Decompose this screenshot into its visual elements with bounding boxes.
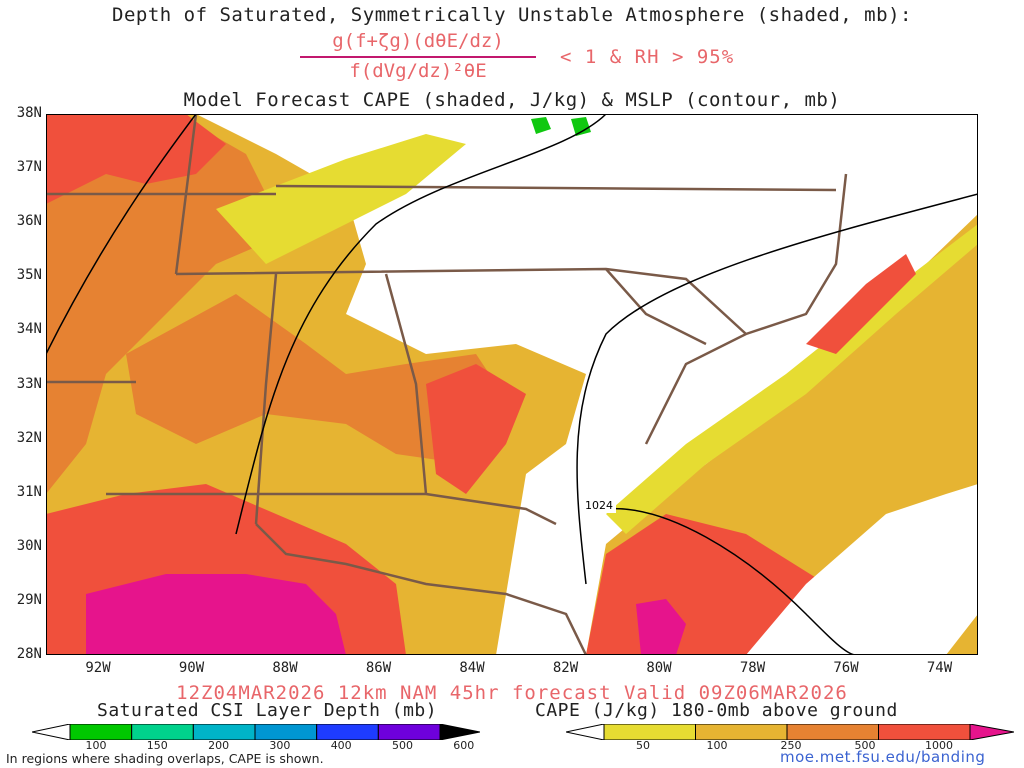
lon-label: 90W xyxy=(178,660,205,676)
colorbar-cell xyxy=(316,724,379,740)
forecast-map: 1024 xyxy=(46,114,978,655)
cape-shading-50-bands xyxy=(216,134,466,264)
formula-condition: < 1 & RH > 95% xyxy=(560,46,735,68)
colorbar-tick-label: 300 xyxy=(269,739,291,752)
lon-label: 88W xyxy=(272,660,298,676)
fraction-bar xyxy=(300,56,536,58)
colorbar-tick-label: 50 xyxy=(636,739,650,752)
lat-label: 30N xyxy=(16,537,42,554)
formula-denominator: f(dVg/dz)²θE xyxy=(349,60,487,82)
lon-label: 74W xyxy=(926,660,953,676)
title-line3: Model Forecast CAPE (shaded, J/kg) & MSL… xyxy=(183,89,841,111)
colorbar-tick-label: 500 xyxy=(392,739,413,752)
lat-label: 36N xyxy=(16,213,42,230)
lat-label: 28N xyxy=(16,646,42,662)
state-boundaries xyxy=(46,114,848,655)
lat-label: 34N xyxy=(16,321,42,338)
colorbar-cell xyxy=(69,724,133,740)
lon-label: 78W xyxy=(739,660,766,676)
lon-label: 84W xyxy=(459,660,485,676)
lon-label: 92W xyxy=(85,660,111,676)
colorbar-cell xyxy=(192,724,256,740)
colorbar-tick-label: 100 xyxy=(85,739,107,752)
lat-label: 29N xyxy=(16,591,42,608)
isobar-label: 1024 xyxy=(585,499,613,512)
footnote: In regions where shading overlaps, CAPE … xyxy=(6,751,324,766)
source-link[interactable]: moe.met.fsu.edu/banding xyxy=(780,748,986,766)
lat-label: 32N xyxy=(16,429,42,446)
lon-label: 76W xyxy=(833,660,859,676)
lon-label: 80W xyxy=(646,660,672,676)
colorbar-cell xyxy=(131,724,194,740)
mslp-isobars xyxy=(46,114,978,655)
cape-shading-1000-south xyxy=(86,574,346,655)
title-line1: Depth of Saturated, Symmetrically Unstab… xyxy=(112,4,912,26)
colorbar-tick-label: 250 xyxy=(780,739,802,752)
colorbar-cell xyxy=(254,724,318,740)
csi-colorbar xyxy=(32,724,480,740)
cape-shading-500-central xyxy=(426,364,526,494)
cape-shading-1000-east xyxy=(636,599,686,655)
csi-colorbar-label: Saturated CSI Layer Depth (mb) xyxy=(97,700,438,721)
cape-shading-500-west xyxy=(46,114,226,204)
lon-label: 86W xyxy=(365,660,392,676)
lat-label: 38N xyxy=(16,105,42,121)
cape-colorbar xyxy=(566,724,1014,740)
colorbar-tick-label: 600 xyxy=(453,739,475,752)
colorbar-tick-label: 1000 xyxy=(925,739,953,752)
lat-label: 37N xyxy=(16,159,42,176)
isobar-label-box xyxy=(582,497,616,513)
colorbar-cell xyxy=(603,724,696,740)
lon-label: 82W xyxy=(552,660,579,676)
colorbar-cell xyxy=(878,724,971,740)
lat-label: 33N xyxy=(16,375,42,392)
colorbar-tick-label: 400 xyxy=(330,739,352,752)
colorbar-cell xyxy=(786,724,879,740)
colorbar-tick-label: 100 xyxy=(706,739,728,752)
cape-shading-500-streak xyxy=(806,254,916,354)
forecast-valid-line: 12Z04MAR2026 12km NAM 45hr forecast Vali… xyxy=(176,682,848,704)
csi-green-patch-2 xyxy=(571,117,591,136)
colorbar-cell xyxy=(377,724,441,740)
cape-colorbar-label: CAPE (J/kg) 180-0mb above ground xyxy=(535,700,898,721)
colorbar-tick-label: 500 xyxy=(854,739,876,752)
formula: g(f+ζg)(dθE/dz) f(dVg/dz)²θE xyxy=(300,30,536,86)
colorbar-tick-label: 200 xyxy=(208,739,230,752)
lat-label: 35N xyxy=(16,267,42,284)
formula-numerator: g(f+ζg)(dθE/dz) xyxy=(332,30,504,52)
csi-green-patch xyxy=(531,117,551,134)
colorbar-tick-label: 150 xyxy=(146,739,168,752)
lat-label: 31N xyxy=(16,483,42,500)
colorbar-cell xyxy=(695,724,788,740)
map-frame xyxy=(46,114,978,655)
